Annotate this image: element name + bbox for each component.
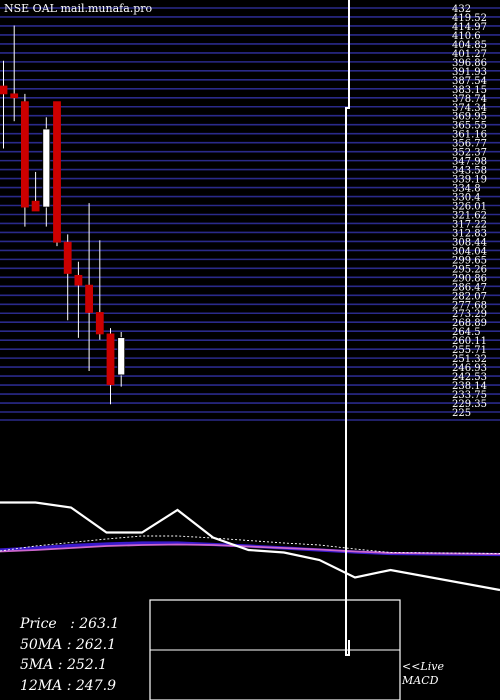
candle-body — [20, 101, 29, 208]
y-tick-label: 246.93 — [452, 363, 487, 374]
candle-body — [42, 128, 51, 208]
y-tick-label: 233.75 — [452, 390, 487, 401]
y-tick-label: 317.22 — [452, 219, 487, 230]
candle-body — [31, 200, 40, 212]
stat-value: 262.1 — [75, 636, 116, 653]
candle-body — [95, 312, 104, 335]
candlestick-series — [0, 25, 126, 405]
stat-label: 5MA — [20, 657, 54, 673]
y-tick-label: 396.86 — [452, 58, 487, 69]
y-tick-label: 352.37 — [452, 148, 487, 159]
stat-label: Price — [20, 616, 57, 632]
y-tick-label: 282.07 — [452, 291, 487, 302]
y-tick-label: 242.53 — [452, 372, 487, 383]
y-tick-label: 361.16 — [452, 130, 487, 141]
candle-body — [106, 333, 115, 386]
y-tick-label: 378.74 — [452, 94, 487, 105]
y-tick-label: 326.01 — [452, 202, 487, 213]
stat-50ma: 50MA : 262.1 — [20, 636, 116, 653]
y-tick-label: 383.15 — [452, 85, 487, 96]
stat-value: 247.9 — [75, 677, 116, 694]
stat-value: 252.1 — [66, 657, 108, 673]
candle-body — [117, 337, 126, 376]
y-tick-label: 404.85 — [452, 40, 487, 51]
macd-series — [0, 501, 500, 592]
stat-value: 263.1 — [79, 616, 120, 632]
y-tick-label: 295.26 — [452, 264, 487, 275]
macd-average-line — [0, 543, 500, 555]
macd-label: MACD — [402, 674, 439, 687]
candle-body — [85, 284, 93, 313]
stat-price: Price : 263.1 — [20, 616, 120, 632]
y-tick-label: 260.11 — [452, 336, 487, 347]
macd-line — [0, 501, 500, 592]
candle-body — [0, 85, 8, 95]
y-tick-label: 268.89 — [452, 318, 487, 329]
y-tick-label: 312.83 — [452, 228, 487, 239]
y-tick-label: 273.29 — [452, 309, 487, 320]
y-tick-label: 255.71 — [452, 345, 487, 356]
y-tick-label: 414.97 — [452, 22, 487, 33]
y-tick-label: 290.86 — [452, 273, 487, 284]
y-tick-label: 334.8 — [452, 184, 481, 195]
y-tick-label: 347.98 — [452, 157, 487, 168]
y-tick-label: 330.4 — [452, 193, 481, 204]
stat-label: 50MA — [20, 636, 63, 653]
y-tick-label: 343.58 — [452, 166, 487, 177]
y-tick-label: 277.68 — [452, 300, 487, 311]
y-tick-label: 432 — [452, 4, 471, 15]
y-tick-label: 374.34 — [452, 103, 487, 114]
y-tick-label: 251.32 — [452, 354, 487, 365]
y-tick-label: 304.04 — [452, 246, 487, 257]
candle-body — [63, 241, 72, 274]
y-tick-label: 229.35 — [452, 399, 487, 410]
candle-body — [10, 93, 19, 99]
y-tick-label: 356.77 — [452, 139, 487, 150]
chart-title: NSE OAL mail.munafa.pro — [4, 2, 153, 15]
live-links: <<Live MACD — [402, 660, 444, 688]
y-tick-label: 264.5 — [452, 327, 481, 338]
y-tick-label: 225 — [452, 408, 471, 419]
y-tick-label: 321.62 — [452, 210, 487, 221]
stat-5ma: 5MA : 252.1 — [20, 657, 108, 673]
y-tick-label: 410.6 — [452, 31, 481, 42]
y-tick-label: 286.47 — [452, 282, 487, 293]
y-tick-label: 308.44 — [452, 237, 487, 248]
y-tick-label: 391.93 — [452, 67, 487, 78]
y-tick-label: 401.27 — [452, 49, 487, 60]
candle-body — [53, 101, 61, 243]
y-tick-label: 365.55 — [452, 121, 487, 132]
stat-label: 12MA — [20, 677, 63, 694]
price-axis-labels: 432419.52414.97410.6404.85401.27396.8639… — [452, 4, 487, 419]
stats-panel: Price : 263.1 50MA : 262.1 5MA : 252.1 1… — [20, 614, 119, 696]
y-tick-label: 299.65 — [452, 255, 487, 266]
y-tick-label: 238.14 — [452, 381, 487, 392]
y-tick-label: 369.95 — [452, 112, 487, 123]
y-tick-label: 339.19 — [452, 175, 487, 186]
stat-12ma: 12MA : 247.9 — [20, 677, 116, 694]
live-link[interactable]: <<Live — [402, 660, 444, 673]
price-grid — [0, 7, 500, 421]
candle-body — [74, 274, 83, 286]
vertical-marker-line — [345, 0, 350, 656]
y-tick-label: 387.54 — [452, 76, 487, 87]
y-tick-label: 419.52 — [452, 13, 487, 24]
